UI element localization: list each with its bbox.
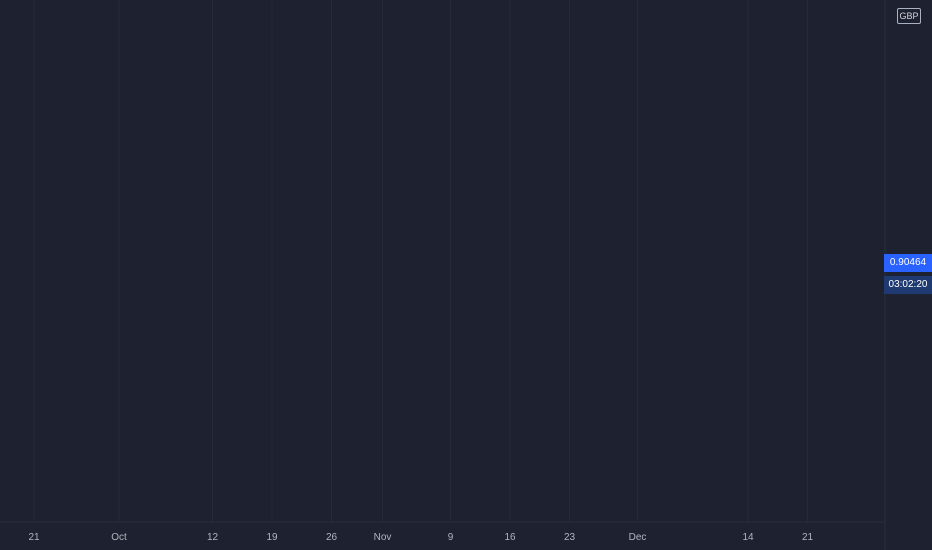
time-axis[interactable]: 21 Oct 12 19 26 Nov 9 16 23 Dec 14 21 (28, 532, 813, 543)
date-tick-label: Oct (111, 532, 127, 543)
currency-label[interactable]: GBP (897, 8, 921, 24)
last-price-badge: 0.90464 (884, 254, 932, 272)
date-tick-label: 16 (504, 532, 516, 543)
date-tick-label: 21 (802, 532, 814, 543)
date-tick-label: 14 (742, 532, 754, 543)
date-tick-label: Dec (629, 532, 647, 543)
date-tick-label: 19 (266, 532, 278, 543)
date-tick-label: 9 (448, 532, 454, 543)
date-tick-label: 12 (207, 532, 219, 543)
date-tick-label: 23 (564, 532, 576, 543)
countdown-badge: 03:02:20 (884, 276, 932, 294)
date-tick-label: 21 (28, 532, 40, 543)
grid (0, 0, 885, 522)
date-tick-label: Nov (374, 532, 392, 543)
date-tick-label: 26 (326, 532, 338, 543)
